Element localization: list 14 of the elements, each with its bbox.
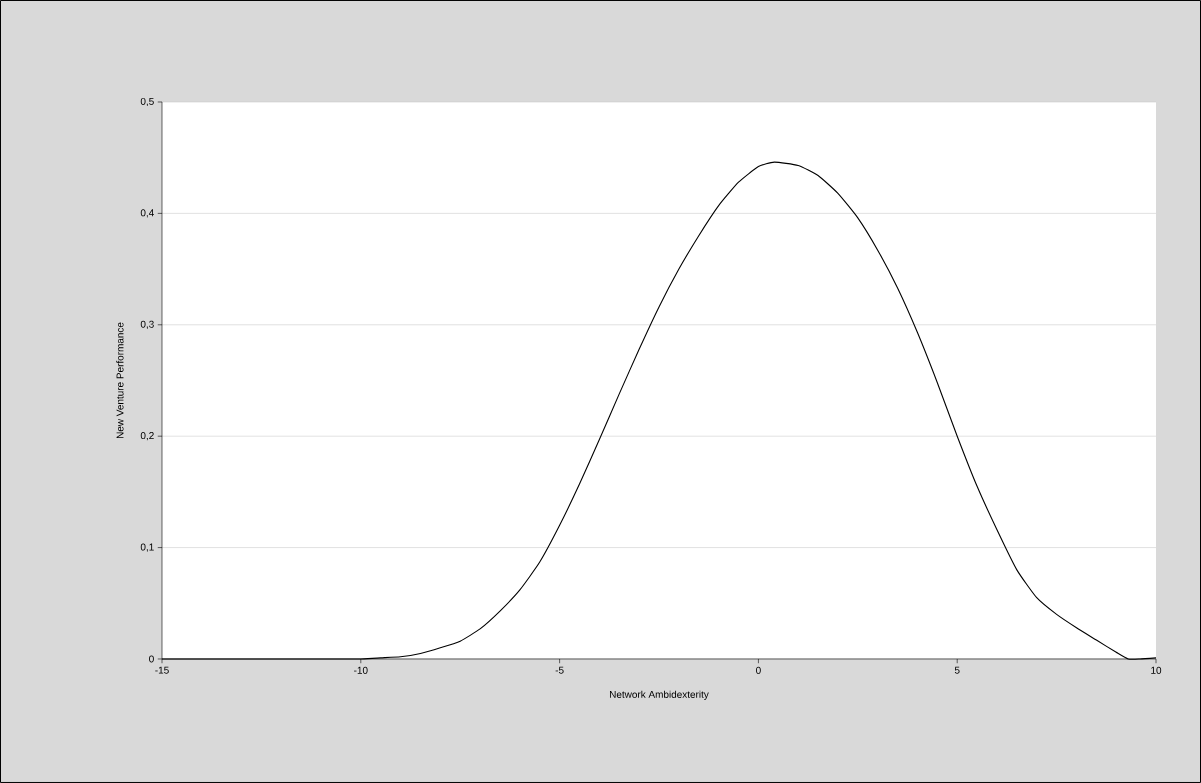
y-tick-label: 0 bbox=[149, 655, 154, 663]
y-tick-label: 0,4 bbox=[140, 209, 154, 218]
y-axis-title: New Venture Performance bbox=[116, 322, 124, 439]
y-tick-label: 0,3 bbox=[140, 320, 154, 329]
x-tick-label: -10 bbox=[354, 666, 368, 674]
y-tick-label: 0,5 bbox=[140, 97, 154, 107]
y-tick-label: 0,2 bbox=[140, 432, 154, 441]
x-tick-label: 10 bbox=[1151, 666, 1162, 674]
x-tick-label: 5 bbox=[954, 666, 960, 674]
x-tick-label: -5 bbox=[555, 666, 564, 674]
y-tick-label: 0,1 bbox=[140, 543, 154, 552]
x-tick-label: -15 bbox=[155, 666, 169, 674]
x-axis-title: Network Ambidexterity bbox=[610, 690, 709, 700]
x-tick-label: 0 bbox=[756, 666, 761, 674]
